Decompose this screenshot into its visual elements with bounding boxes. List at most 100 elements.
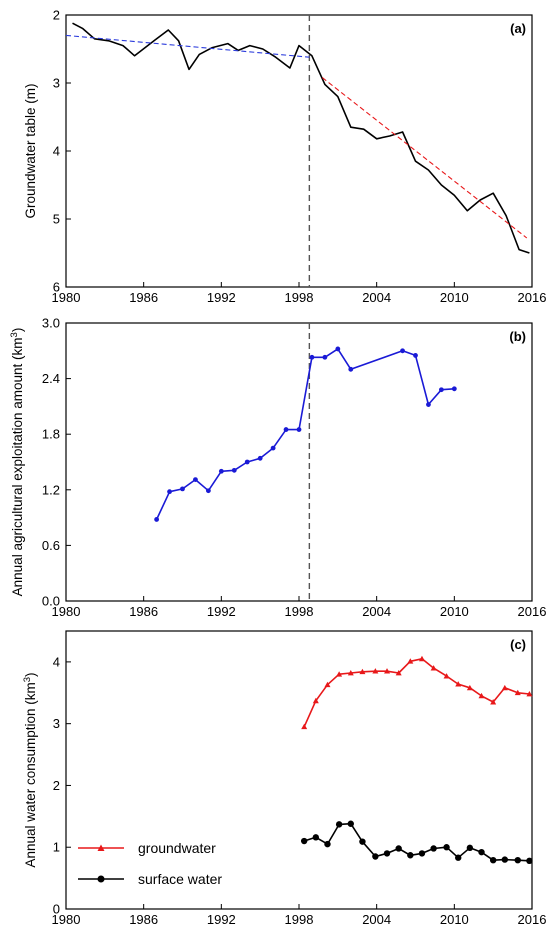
data-point	[526, 857, 533, 865]
data-point	[418, 655, 425, 662]
data-point	[257, 455, 263, 461]
y-tick-label: 4	[53, 654, 60, 669]
y-tick-label: 2.4	[42, 371, 60, 386]
x-tick-label: 1986	[129, 912, 158, 927]
y-tick-label: 3	[53, 76, 60, 91]
x-tick-label: 2004	[362, 290, 391, 305]
x-tick-label: 1980	[52, 290, 81, 305]
x-tick-label: 2016	[518, 604, 547, 619]
data-point	[451, 386, 457, 392]
data-point	[407, 658, 414, 664]
data-point	[466, 684, 473, 691]
data-point	[336, 671, 343, 677]
data-point	[324, 681, 331, 688]
data-point	[438, 387, 444, 393]
y-tick-label: 1.2	[42, 482, 60, 497]
data-point	[395, 845, 402, 852]
data-point	[395, 670, 402, 676]
panel-b: 1980 1986 1992 1998 2004 2010 2016 0.0 0.6 1.2 1.8…	[9, 316, 546, 620]
panel-label: (b)	[509, 329, 526, 344]
y-tick-label: 3	[53, 716, 60, 731]
data-point	[489, 856, 497, 864]
series-line-groundwater	[303, 657, 530, 728]
data-point	[312, 697, 319, 704]
legend-label: surface water	[138, 871, 222, 887]
data-point	[478, 848, 485, 856]
data-point	[430, 845, 437, 852]
data-point	[372, 668, 379, 674]
data-point	[443, 673, 450, 679]
data-point	[180, 486, 185, 492]
data-point	[335, 346, 341, 352]
y-tick-label: 0	[53, 902, 60, 917]
legend-label: groundwater	[138, 840, 216, 856]
legend-marker	[97, 875, 105, 883]
data-point	[413, 353, 418, 358]
x-tick-label: 2004	[362, 604, 391, 619]
data-point	[244, 459, 250, 465]
x-tick-label: 2010	[440, 604, 469, 619]
x-tick-label: 1992	[207, 604, 236, 619]
x-tick-label: 1980	[52, 912, 81, 927]
x-tick-label: 2004	[362, 912, 391, 927]
series-line-2	[321, 77, 528, 239]
data-point	[270, 445, 276, 451]
y-tick-label: 1	[53, 840, 60, 855]
x-tick-label: 2016	[518, 912, 547, 927]
data-point	[283, 427, 289, 432]
data-point	[514, 689, 521, 696]
panel-a: 1980 1986 1992 1998 2004 2010 2016 2 3 4 5 6 (a) Grou…	[23, 8, 546, 306]
data-point	[301, 723, 308, 730]
data-point	[205, 488, 211, 494]
data-point	[466, 844, 474, 852]
data-point	[426, 402, 431, 407]
data-point	[296, 427, 302, 432]
data-point	[359, 838, 366, 845]
data-point	[335, 821, 343, 828]
data-point	[501, 684, 508, 691]
data-point	[154, 517, 160, 522]
panel-label: (c)	[510, 637, 526, 652]
x-tick-label: 2010	[440, 290, 469, 305]
data-point	[384, 668, 391, 674]
data-point	[478, 692, 485, 699]
y-tick-label: 6	[53, 280, 60, 295]
charts-layer: 1980 1986 1992 1998 2004 2010 2016 2 3 4 5 6 (a) Grou…	[9, 8, 546, 928]
series-line-0	[72, 22, 530, 254]
data-point	[400, 348, 405, 354]
x-tick-label: 1992	[207, 912, 236, 927]
x-tick-label: 1998	[285, 290, 314, 305]
data-point	[231, 467, 237, 473]
data-point	[322, 354, 328, 360]
y-tick-label: 1.8	[42, 427, 60, 442]
data-point	[443, 844, 450, 851]
data-point	[455, 854, 462, 861]
data-point	[218, 468, 224, 474]
y-tick-label: 0.6	[42, 538, 60, 553]
y-tick-label: 4	[53, 144, 60, 159]
y-tick-label: 2	[53, 778, 60, 793]
data-point	[418, 850, 426, 857]
data-point	[372, 853, 379, 860]
y-tick-label: 2	[53, 8, 60, 23]
data-point	[359, 668, 366, 675]
data-point	[347, 670, 354, 676]
y-axis-title: Annual water consumption (km3)	[22, 672, 38, 867]
x-tick-label: 1992	[207, 290, 236, 305]
data-point	[407, 852, 414, 859]
y-axis-title: Groundwater table (m)	[23, 83, 38, 218]
panel-label: (a)	[510, 21, 526, 36]
data-point	[430, 665, 437, 671]
y-axis-title: Annual agricultural exploitation amount …	[9, 328, 25, 597]
data-point	[455, 681, 462, 687]
data-point	[193, 477, 198, 483]
y-tick-label: 5	[53, 212, 60, 227]
x-tick-label: 1980	[52, 604, 81, 619]
x-tick-label: 1986	[129, 604, 158, 619]
y-tick-label: 0.0	[42, 594, 60, 609]
y-tick-label: 3.0	[42, 316, 60, 331]
data-point	[348, 366, 354, 372]
data-point	[501, 856, 509, 863]
